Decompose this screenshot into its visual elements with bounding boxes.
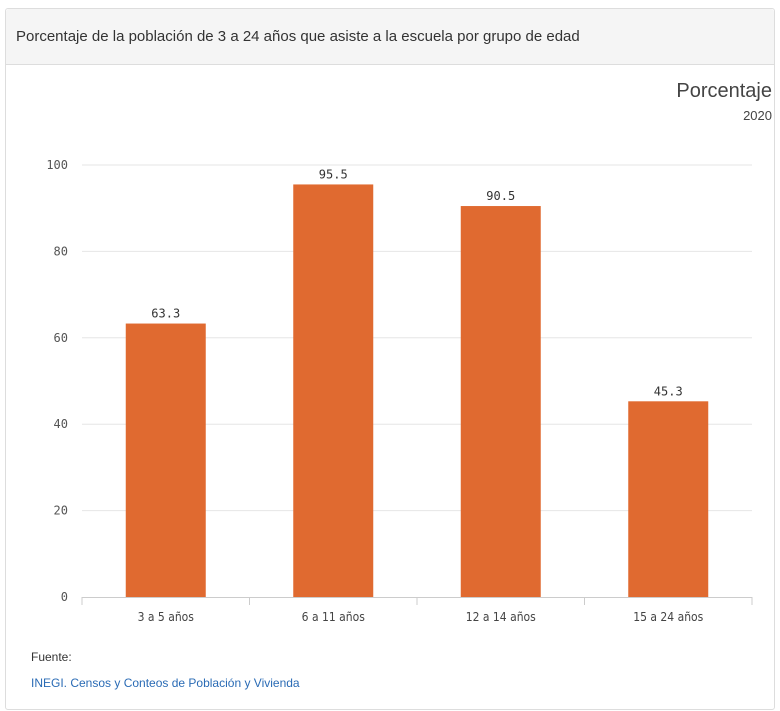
data-label: 45.3 — [654, 384, 683, 398]
bar-chart: 0 20 40 60 80 100 63.3 3 a 5 años 95.5 6 a 11 año… — [46, 158, 753, 624]
bar — [460, 206, 541, 598]
data-label: 95.5 — [319, 167, 348, 181]
bar — [293, 184, 374, 597]
y-tick-label: 0 — [61, 590, 68, 604]
x-tick-label: 12 a 14 años — [466, 610, 536, 624]
y-tick-label: 60 — [54, 331, 68, 345]
year-label: 2020 — [743, 108, 772, 123]
y-tick-label: 100 — [46, 158, 68, 172]
unit-label: Porcentaje — [676, 80, 772, 102]
data-label: 90.5 — [486, 189, 515, 203]
bar — [628, 401, 709, 597]
y-tick-label: 80 — [54, 244, 68, 258]
x-tick-label: 6 a 11 años — [302, 610, 366, 624]
y-tick-label: 40 — [54, 417, 68, 431]
panel-header: Porcentaje de la población de 3 a 24 año… — [6, 9, 774, 65]
x-tick-label: 15 a 24 años — [633, 610, 703, 624]
x-tick-label: 3 a 5 años — [138, 610, 195, 624]
y-tick-label: 20 — [54, 504, 68, 518]
source-link[interactable]: INEGI. Censos y Conteos de Población y V… — [31, 676, 300, 690]
data-label: 63.3 — [151, 307, 180, 321]
chart-title: Porcentaje de la población de 3 a 24 año… — [16, 28, 580, 45]
source-label: Fuente: — [31, 650, 72, 664]
bar — [125, 323, 206, 597]
